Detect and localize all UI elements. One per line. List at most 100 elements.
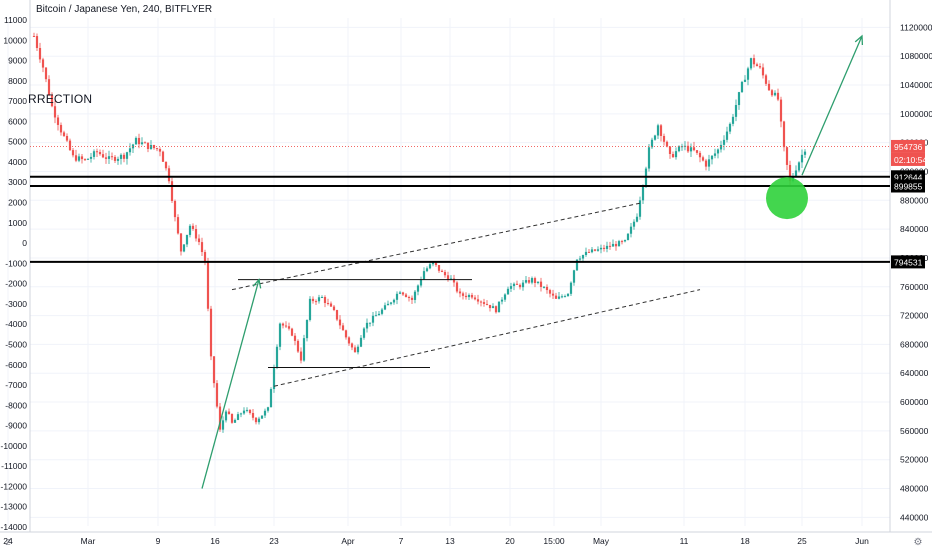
candle-body <box>428 264 432 269</box>
candle-body <box>197 238 201 243</box>
countdown-label: 02:10:54 <box>894 155 927 165</box>
candle-body <box>527 280 531 283</box>
right-axis-tick: 1040000 <box>900 80 932 90</box>
left-axis-tick: 4000 <box>8 157 27 167</box>
candle-body <box>578 258 582 260</box>
trend-arrow-up[interactable] <box>201 279 260 489</box>
countdown-label-bg <box>891 152 925 166</box>
candle-body <box>473 297 477 300</box>
candle-body <box>215 383 219 407</box>
left-axis-tick: -8000 <box>5 400 27 410</box>
candle-body <box>704 160 708 167</box>
left-axis-tick: -1000 <box>5 258 27 268</box>
left-axis-tick: 9000 <box>8 56 27 66</box>
left-axis-tick: -4000 <box>5 319 27 329</box>
candle-body <box>155 148 159 150</box>
candle-body <box>614 243 618 247</box>
candle-body <box>431 261 435 265</box>
candle-body <box>515 283 519 285</box>
gear-icon[interactable]: ⚙ <box>913 537 923 548</box>
candle-body <box>113 156 117 161</box>
left-axis-tick: -14000 <box>1 522 28 532</box>
right-axis-tick: 760000 <box>900 282 929 292</box>
candle-body <box>728 123 732 132</box>
candle-body <box>560 296 564 298</box>
candle-body <box>269 389 273 408</box>
left-axis-tick: 7000 <box>8 96 27 106</box>
candle-body <box>116 158 120 161</box>
z-icon[interactable]: Z <box>5 538 11 547</box>
candle-body <box>230 413 234 423</box>
candle-body <box>404 294 408 298</box>
right-axis-tick: 680000 <box>900 339 929 349</box>
candle-body <box>44 67 48 80</box>
candle-body <box>767 83 771 91</box>
candle-body <box>668 146 672 155</box>
candle-body <box>506 288 510 295</box>
highlight-circle[interactable] <box>766 177 808 220</box>
candle-body <box>266 407 270 411</box>
candle-body <box>77 156 81 161</box>
candle-body <box>188 225 192 235</box>
left-axis-tick: -6000 <box>5 360 27 370</box>
candle-body <box>620 241 624 243</box>
candle-body <box>656 125 660 136</box>
candle-body <box>329 303 333 307</box>
candle-body <box>326 302 330 304</box>
candle-body <box>734 105 738 117</box>
candle-body <box>182 244 186 252</box>
candle-body <box>686 145 690 152</box>
candle-body <box>86 158 90 160</box>
candle-body <box>305 319 309 339</box>
candle-body <box>350 343 354 348</box>
candle-body <box>521 282 525 288</box>
candle-body <box>335 310 339 320</box>
x-axis-tick: May <box>593 536 610 546</box>
candle-body <box>458 291 462 294</box>
candle-body <box>317 297 321 302</box>
candle-body <box>164 161 168 169</box>
x-axis-tick: 15:00 <box>543 536 565 546</box>
level-price-label-bg <box>891 179 925 193</box>
candle-body <box>572 270 576 283</box>
right-axis-tick: 560000 <box>900 426 929 436</box>
candle-body <box>263 410 267 416</box>
candle-body <box>467 294 471 298</box>
candle-body <box>746 68 750 80</box>
candle-body <box>776 92 780 100</box>
trend-arrow-target[interactable] <box>801 35 863 176</box>
left-axis-tick: -9000 <box>5 421 27 431</box>
candle-body <box>689 147 693 152</box>
candle-body <box>239 413 243 415</box>
level-price-label: 912644 <box>894 172 923 182</box>
candle-body <box>47 79 51 96</box>
candle-body <box>755 64 759 67</box>
lower-channel-line[interactable] <box>273 289 701 387</box>
candle-body <box>359 337 363 347</box>
candle-body <box>536 281 540 283</box>
candle-body <box>638 200 642 217</box>
candle-body <box>494 306 498 313</box>
candle-body <box>551 293 555 296</box>
candle-body <box>464 295 468 298</box>
candle-body <box>518 284 522 288</box>
left-axis-tick: 5000 <box>8 137 27 147</box>
candle-body <box>701 157 705 161</box>
candle-body <box>803 151 807 155</box>
candle-body <box>491 306 495 309</box>
candle-body <box>236 414 240 420</box>
current-price-label-bg <box>891 139 925 153</box>
candle-body <box>395 293 399 300</box>
candle-body <box>425 268 429 272</box>
candle-body <box>62 132 66 136</box>
candle-body <box>338 319 342 326</box>
x-axis-tick: 11 <box>680 536 689 546</box>
trend-arrow-up-head <box>252 278 262 289</box>
candle-body <box>224 411 228 421</box>
candle-body <box>698 152 702 158</box>
candle-body <box>455 282 459 292</box>
candle-body <box>38 48 42 60</box>
candle-body <box>671 154 675 158</box>
